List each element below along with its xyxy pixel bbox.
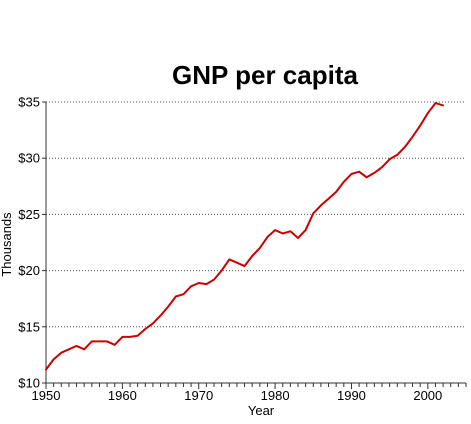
x-tick-label-2: 1970	[184, 388, 213, 403]
y-tick-label-2: $20	[18, 263, 40, 278]
series-line-0	[45, 102, 445, 371]
y-tick-label-4: $30	[18, 151, 40, 166]
x-axis-ticks: 1950 1960 1970 1980 1990 2000	[32, 383, 467, 403]
y-tick-label-1: $15	[18, 319, 40, 334]
x-tick-label-5: 2000	[413, 388, 442, 403]
x-axis-label: Year	[248, 403, 275, 418]
y-axis-ticks: $10 $15 $20 $25 $30 $35	[18, 95, 46, 391]
x-tick-label-3: 1980	[261, 388, 290, 403]
x-tick-label-0: 1950	[32, 388, 61, 403]
plot-frame	[45, 102, 466, 384]
y-axis-label: Thousands	[0, 212, 14, 277]
y-tick-label-0: $10	[18, 376, 40, 391]
y-tick-label-3: $25	[18, 207, 40, 222]
y-tick-label-5: $35	[18, 95, 40, 110]
x-tick-label-4: 1990	[337, 388, 366, 403]
grid-layer	[46, 101, 466, 328]
chart-title: GNP per capita	[172, 60, 358, 90]
series-layer	[45, 102, 445, 371]
x-tick-label-1: 1960	[108, 388, 137, 403]
